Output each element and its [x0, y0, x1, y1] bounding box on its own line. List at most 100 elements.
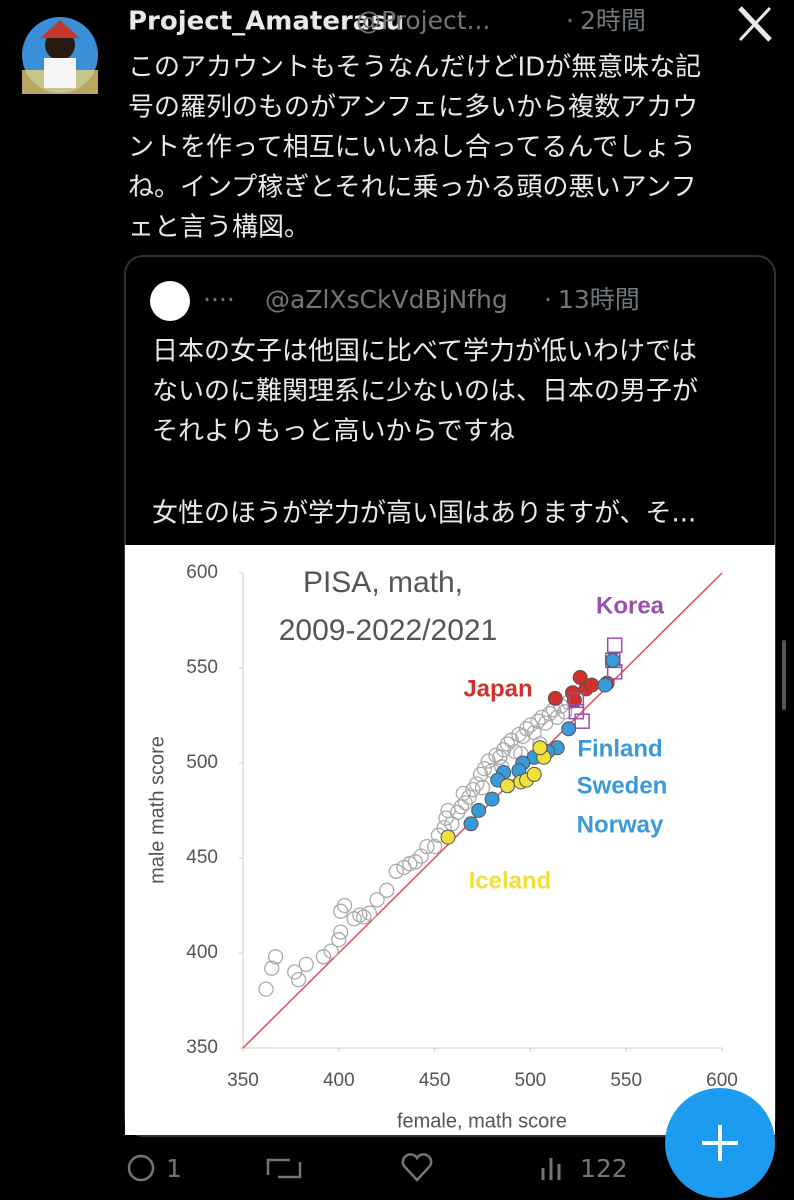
- point: [369, 892, 385, 908]
- quote-line: 日本の女子は他国に比べて学力が低いわけでは: [152, 337, 697, 367]
- x-tick-label: 350: [227, 1070, 259, 1091]
- tweet-line: このアカウントもそうなんだけどIDが無意味な記: [128, 53, 701, 83]
- x-logo[interactable]: [738, 6, 772, 42]
- point: [557, 704, 573, 720]
- point: [606, 637, 623, 653]
- scatter-chart: 350 400 450 500 550 600 350 400 450 500 550 600 PISA…: [146, 562, 738, 1132]
- x-tick-label: 500: [515, 1070, 547, 1091]
- series-label: Sweden: [577, 772, 668, 799]
- x-axis-label: female, math score: [397, 1110, 567, 1132]
- tweet-line: ね。インプ稼ぎとそれに乗っかる頭の悪いアンフ: [128, 173, 697, 203]
- y-tick-label: 350: [186, 1037, 218, 1058]
- x-tick-label: 450: [419, 1070, 451, 1091]
- point: [561, 721, 577, 737]
- point: [471, 803, 487, 818]
- point: [413, 848, 429, 864]
- point: [264, 960, 280, 976]
- quote-line: 女性のほうが学力が高い国はありますが、そ...: [152, 499, 696, 529]
- quote-handle[interactable]: @aZlXsCkVdBjNfhg: [265, 285, 508, 314]
- point: [597, 677, 613, 693]
- y-tick-label: 450: [186, 847, 218, 868]
- point: [541, 705, 558, 722]
- point: [361, 905, 378, 921]
- x-tick-label: 550: [610, 1070, 642, 1091]
- point: [407, 854, 424, 870]
- point: [379, 882, 395, 898]
- tweet-text: このアカウントもそうなんだけどIDが無意味な記号の羅列のものがアンフェに多いから…: [128, 53, 701, 243]
- y-axis-label: male math score: [146, 736, 168, 884]
- point: [440, 802, 456, 819]
- point: [419, 838, 435, 855]
- point: [463, 816, 479, 832]
- point: [568, 703, 585, 720]
- chart-title: PISA, math,: [303, 566, 463, 599]
- point: [480, 753, 496, 769]
- point: [518, 721, 535, 737]
- quote-line: それよりもっと高いからですね: [152, 417, 515, 447]
- views-icon[interactable]: [541, 1158, 561, 1180]
- x-tick-label: 600: [706, 1070, 738, 1091]
- point: [440, 829, 456, 845]
- point: [258, 981, 274, 997]
- point: [574, 713, 590, 729]
- point: [532, 740, 548, 756]
- point: [267, 949, 284, 965]
- tweet-line: ントを作って相互にいいねし合ってるんでしょう: [128, 133, 696, 163]
- point: [402, 856, 418, 872]
- point: [503, 732, 519, 748]
- y-tick-label: 500: [186, 752, 218, 773]
- point: [530, 713, 546, 729]
- quote-text: 日本の女子は他国に比べて学力が低いわけではないのに難関理系に少ないのは、日本の男…: [152, 337, 698, 529]
- point: [499, 778, 515, 794]
- point: [492, 749, 508, 765]
- like-button[interactable]: [401, 1153, 433, 1182]
- point: [526, 766, 542, 782]
- point: [547, 690, 563, 706]
- point: [290, 971, 307, 988]
- quote-line: ないのに難関理系に少ないのは、日本の男子が: [152, 377, 698, 407]
- point: [605, 652, 621, 668]
- quote-dots: ····: [203, 285, 235, 314]
- point: [455, 785, 471, 802]
- series-label: Iceland: [469, 867, 552, 894]
- series-label: Norway: [577, 811, 664, 838]
- reply-count: 1: [166, 1154, 182, 1183]
- quote-time: 13時間: [558, 285, 640, 314]
- point: [484, 791, 500, 807]
- point: [336, 897, 353, 914]
- author-handle[interactable]: @Project...: [356, 6, 490, 35]
- point: [315, 949, 332, 965]
- point: [507, 743, 523, 760]
- x-tick-label: 400: [323, 1070, 355, 1091]
- action-bar: 1 122: [127, 1153, 628, 1183]
- point: [298, 956, 314, 973]
- point: [287, 964, 303, 980]
- point: [515, 728, 531, 745]
- point: [568, 692, 585, 709]
- point: [331, 932, 347, 948]
- point: [476, 761, 493, 777]
- separator: ·: [544, 285, 552, 314]
- point: [549, 709, 565, 726]
- point: [333, 924, 349, 940]
- tweet-line: 号の羅列のものがアンフェに多いから複数アカウ: [128, 93, 698, 123]
- point: [474, 780, 491, 796]
- quote-avatar: [150, 281, 190, 321]
- separator: ·: [566, 6, 574, 35]
- avatar[interactable]: [22, 17, 98, 94]
- view-count: 122: [580, 1154, 628, 1183]
- y-tick-label: 550: [186, 657, 218, 678]
- retweet-button[interactable]: [266, 1158, 302, 1179]
- y-tick-label: 600: [186, 562, 218, 583]
- point: [388, 863, 404, 879]
- chart-title: 2009-2022/2021: [279, 614, 498, 647]
- scrollbar: [782, 640, 786, 710]
- tweet-line: ェと言う構図。: [128, 213, 310, 243]
- point: [323, 943, 339, 959]
- compose-button[interactable]: [665, 1088, 775, 1198]
- reply-button[interactable]: [127, 1154, 155, 1182]
- series-label: Japan: [463, 675, 532, 702]
- author-name[interactable]: Project_Amaterasu: [128, 7, 404, 37]
- point: [426, 838, 443, 855]
